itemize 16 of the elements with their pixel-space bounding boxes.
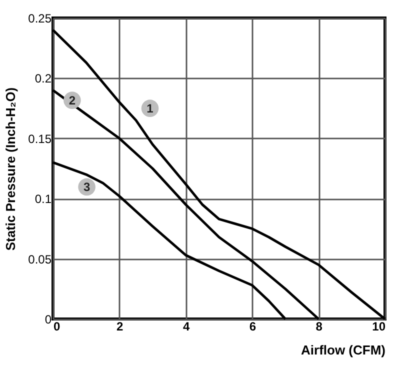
series-label: 2 [68, 93, 76, 108]
y-tick-label: 0.1 [34, 192, 52, 206]
y-axis-title: Static Pressure (Inch-H₂O) [3, 87, 18, 251]
y-tick-label: 0.25 [28, 12, 52, 26]
x-axis-title: Airflow (CFM) [301, 342, 386, 358]
x-tick-label: 4 [182, 320, 190, 334]
series-label: 3 [83, 180, 90, 194]
y-tick-label: 0.2 [34, 72, 52, 86]
series-label: 1 [146, 101, 154, 116]
x-tick-label: 0 [54, 320, 60, 334]
y-tick-label: 0.15 [28, 132, 52, 146]
x-tick-label: 6 [249, 320, 256, 334]
x-tick-label: 2 [116, 320, 124, 334]
x-tick-label: 10 [372, 320, 386, 334]
x-tick-label: 8 [316, 320, 323, 334]
y-tick-label: 0.05 [28, 252, 52, 266]
